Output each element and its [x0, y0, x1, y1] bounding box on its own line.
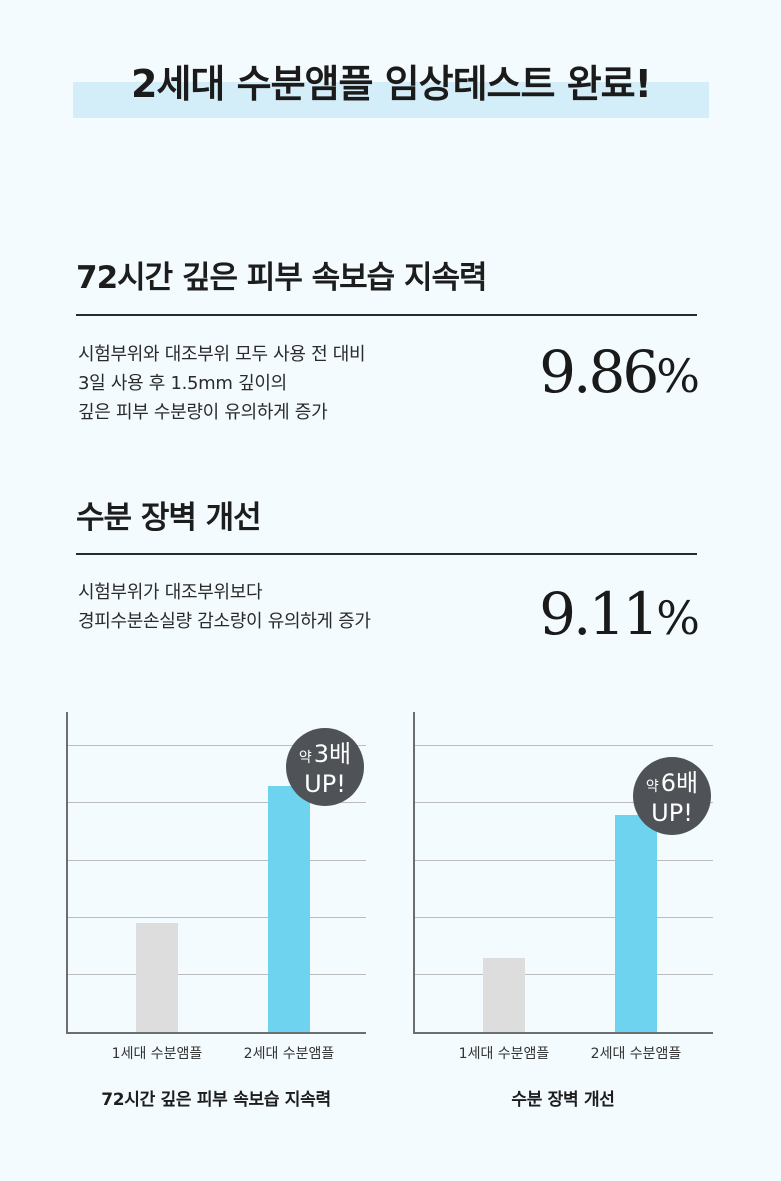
section2-desc-line: 경피수분손실량 감소량이 유의하게 증가: [78, 611, 371, 632]
bar-chart: 약6배 UP!: [413, 712, 713, 1034]
section2-description: 시험부위가 대조부위보다 경피수분손실량 감소량이 유의하게 증가: [78, 578, 371, 636]
badge-value: 6배: [660, 769, 699, 797]
badge-prefix: 약: [645, 779, 659, 795]
badge-prefix: 약: [298, 750, 312, 766]
category-label: 1세대 수분앰플: [111, 1046, 203, 1062]
section1-desc-line: 시험부위와 대조부위 모두 사용 전 대비: [78, 344, 366, 365]
increase-badge: 약6배 UP!: [633, 757, 711, 835]
section1-heading: 72시간 깊은 피부 속보습 지속력: [76, 260, 488, 296]
x-axis: [66, 1032, 366, 1034]
bar-chart: 약3배 UP!: [66, 712, 366, 1034]
section1-value: 9.86: [539, 338, 659, 406]
grid-line: [415, 860, 713, 861]
grid-line: [68, 860, 366, 861]
section1-divider: [76, 314, 697, 316]
y-axis: [413, 712, 415, 1034]
bar-gen2: [615, 815, 657, 1032]
section1-description: 시험부위와 대조부위 모두 사용 전 대비 3일 사용 후 1.5mm 깊이의 …: [78, 340, 366, 427]
x-axis: [413, 1032, 713, 1034]
chart-title: 72시간 깊은 피부 속보습 지속력: [101, 1090, 331, 1110]
badge-value: 3배: [313, 740, 352, 768]
page-title: 2세대 수분앰플 임상테스트 완료!: [131, 62, 652, 106]
section2-heading: 수분 장벽 개선: [76, 500, 262, 536]
chart-title: 수분 장벽 개선: [511, 1090, 615, 1110]
section1-unit: %: [656, 349, 700, 403]
bar-gen1: [136, 923, 178, 1032]
section2-stat: 9.11%: [539, 580, 700, 648]
section2-desc-line: 시험부위가 대조부위보다: [78, 582, 263, 603]
grid-line: [68, 802, 366, 803]
category-label: 2세대 수분앰플: [590, 1046, 682, 1062]
section1-stat: 9.86%: [539, 338, 700, 406]
section2-value: 9.11: [539, 580, 659, 648]
grid-line: [68, 974, 366, 975]
grid-line: [68, 745, 366, 746]
y-axis: [66, 712, 68, 1034]
grid-line: [68, 917, 366, 918]
grid-line: [415, 802, 713, 803]
section1-desc-line: 3일 사용 후 1.5mm 깊이의: [78, 373, 287, 394]
category-label: 2세대 수분앰플: [243, 1046, 335, 1062]
grid-line: [415, 974, 713, 975]
increase-badge: 약3배 UP!: [286, 728, 364, 806]
category-label: 1세대 수분앰플: [458, 1046, 550, 1062]
badge-suffix: UP!: [304, 770, 346, 798]
bar-gen1: [483, 958, 525, 1032]
section2-divider: [76, 553, 697, 555]
title-highlight: [73, 82, 709, 118]
grid-line: [415, 745, 713, 746]
section1-desc-line: 깊은 피부 수분량이 유의하게 증가: [78, 402, 328, 423]
badge-suffix: UP!: [651, 799, 693, 827]
section2-unit: %: [656, 591, 700, 645]
title-banner: 2세대 수분앰플 임상테스트 완료!: [73, 54, 709, 118]
bar-gen2: [268, 786, 310, 1032]
grid-line: [415, 917, 713, 918]
